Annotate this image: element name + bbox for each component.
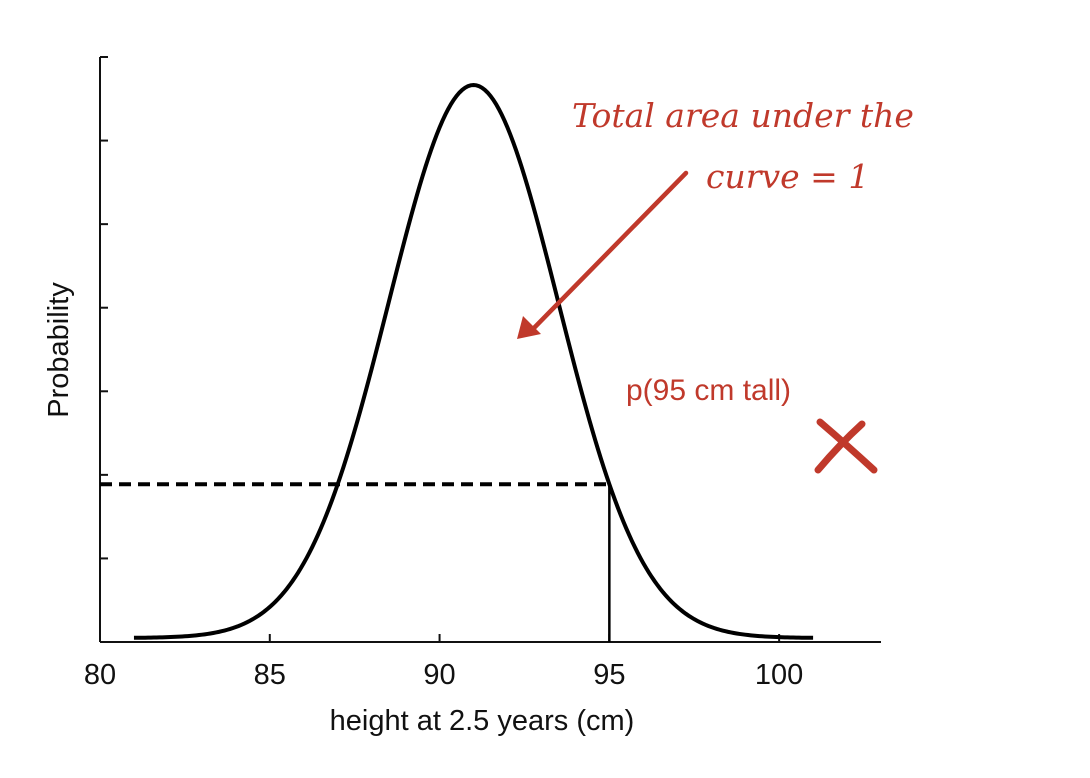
y-ticks (100, 56, 108, 560)
x-tick-label: 95 (593, 659, 625, 691)
y-axis-title: Probability (43, 282, 75, 418)
x-axis-title: height at 2.5 years (cm) (330, 705, 635, 737)
area-annotation-line-1: Total area under the (572, 96, 914, 135)
probability-point-label: p(95 cm tall) (626, 374, 791, 407)
annotation-arrow-shaft (529, 170, 689, 333)
x-tick-label: 90 (423, 659, 455, 691)
x-tick-label: 85 (254, 659, 286, 691)
plot-area: 80 85 90 95 100 (84, 56, 881, 691)
x-ticks: 80 85 90 95 100 (84, 634, 803, 691)
x-tick-label: 100 (755, 659, 803, 691)
cross-mark (814, 418, 878, 474)
x-tick-label: 80 (84, 659, 116, 691)
density-curve (133, 82, 814, 640)
area-annotation-line-2: curve = 1 (706, 157, 869, 196)
annotation-arrow-head (517, 316, 541, 339)
area-annotation: Total area under the curve = 1 (517, 96, 914, 339)
